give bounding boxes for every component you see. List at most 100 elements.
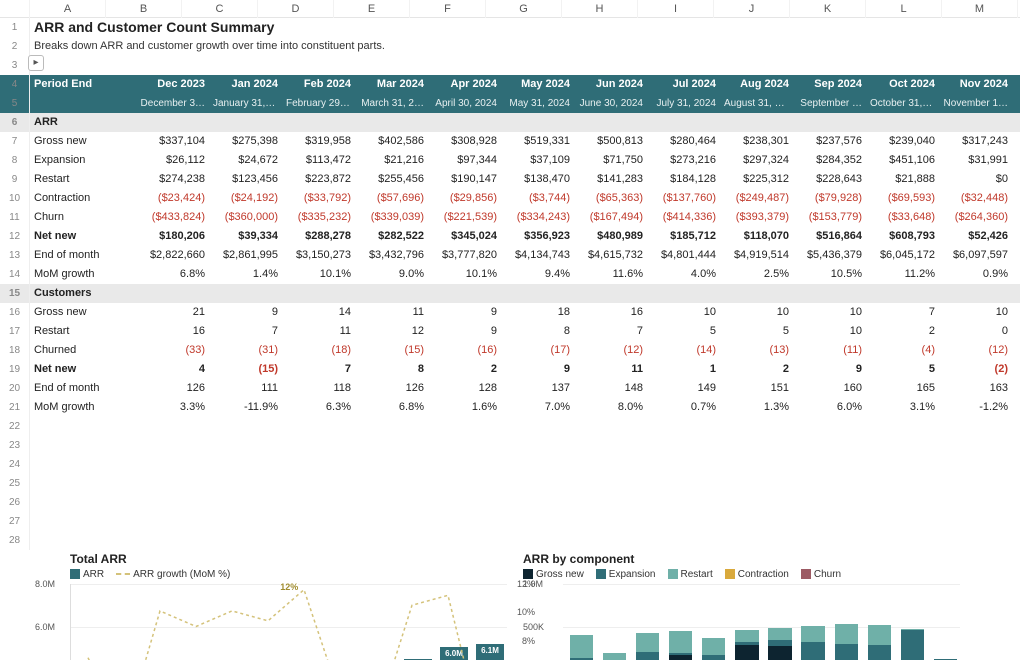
data-cell[interactable]: $52,426: [939, 227, 1012, 246]
data-cell[interactable]: 1.4%: [209, 265, 282, 284]
data-cell[interactable]: ($433,824): [136, 208, 209, 227]
data-cell[interactable]: $282,522: [355, 227, 428, 246]
data-cell[interactable]: 6.8%: [136, 265, 209, 284]
data-cell[interactable]: 10: [939, 303, 1012, 322]
data-cell[interactable]: (16): [428, 341, 501, 360]
data-cell[interactable]: (4): [866, 341, 939, 360]
data-cell[interactable]: 1: [647, 360, 720, 379]
data-cell[interactable]: 111: [209, 379, 282, 398]
data-cell[interactable]: 10: [720, 303, 793, 322]
data-cell[interactable]: ($33,648): [866, 208, 939, 227]
data-cell[interactable]: $26,112: [136, 151, 209, 170]
data-cell[interactable]: $317,243: [939, 132, 1012, 151]
data-cell[interactable]: $118,070: [720, 227, 793, 246]
data-cell[interactable]: 10: [647, 303, 720, 322]
data-cell[interactable]: 7: [574, 322, 647, 341]
data-cell[interactable]: $275,398: [209, 132, 282, 151]
data-cell[interactable]: ($23,424): [136, 189, 209, 208]
data-cell[interactable]: 11: [355, 303, 428, 322]
data-cell[interactable]: $3,150,273: [282, 246, 355, 265]
data-cell[interactable]: (14): [647, 341, 720, 360]
hdr-month[interactable]: Mar 2024: [355, 75, 428, 94]
hdr-month[interactable]: Jan 2024: [209, 75, 282, 94]
data-cell[interactable]: $0: [939, 170, 1012, 189]
data-cell[interactable]: 5: [647, 322, 720, 341]
data-cell[interactable]: 0.7%: [647, 398, 720, 417]
data-cell[interactable]: $451,106: [866, 151, 939, 170]
data-cell[interactable]: 10.1%: [428, 265, 501, 284]
chart-arr-component[interactable]: ARR by component Gross newExpansionResta…: [523, 552, 960, 660]
data-cell[interactable]: $297,324: [720, 151, 793, 170]
data-cell[interactable]: 128: [428, 379, 501, 398]
data-cell[interactable]: 6.3%: [282, 398, 355, 417]
data-cell[interactable]: $223,872: [282, 170, 355, 189]
data-cell[interactable]: ($32,448): [939, 189, 1012, 208]
data-cell[interactable]: $2,822,660: [136, 246, 209, 265]
data-cell[interactable]: 165: [866, 379, 939, 398]
data-cell[interactable]: $516,864: [793, 227, 866, 246]
data-cell[interactable]: 12: [355, 322, 428, 341]
data-cell[interactable]: ($264,360): [939, 208, 1012, 227]
data-cell[interactable]: $97,344: [428, 151, 501, 170]
data-cell[interactable]: ($137,760): [647, 189, 720, 208]
data-cell[interactable]: $2,861,995: [209, 246, 282, 265]
data-cell[interactable]: ($65,363): [574, 189, 647, 208]
data-cell[interactable]: $255,456: [355, 170, 428, 189]
data-cell[interactable]: 11: [282, 322, 355, 341]
data-cell[interactable]: 9: [428, 303, 501, 322]
data-cell[interactable]: $180,206: [136, 227, 209, 246]
data-cell[interactable]: 16: [136, 322, 209, 341]
data-cell[interactable]: (12): [939, 341, 1012, 360]
hdr-month[interactable]: Aug 2024: [720, 75, 793, 94]
data-cell[interactable]: $402,586: [355, 132, 428, 151]
hdr-month[interactable]: Oct 2024: [866, 75, 939, 94]
data-cell[interactable]: ($249,487): [720, 189, 793, 208]
data-cell[interactable]: $123,456: [209, 170, 282, 189]
data-cell[interactable]: 2.5%: [720, 265, 793, 284]
data-cell[interactable]: 10: [793, 322, 866, 341]
data-cell[interactable]: 7: [866, 303, 939, 322]
hdr-month[interactable]: Nov 2024: [939, 75, 1012, 94]
outline-expand-button[interactable]: ▸: [28, 55, 44, 71]
data-cell[interactable]: 9.4%: [501, 265, 574, 284]
data-cell[interactable]: 9.0%: [355, 265, 428, 284]
data-cell[interactable]: $5,436,379: [793, 246, 866, 265]
data-cell[interactable]: -1.2%: [939, 398, 1012, 417]
hdr-month[interactable]: Feb 2024: [282, 75, 355, 94]
data-cell[interactable]: 7.0%: [501, 398, 574, 417]
data-cell[interactable]: (18): [282, 341, 355, 360]
data-cell[interactable]: (11): [793, 341, 866, 360]
data-cell[interactable]: (31): [209, 341, 282, 360]
data-cell[interactable]: (13): [720, 341, 793, 360]
data-cell[interactable]: $280,464: [647, 132, 720, 151]
data-cell[interactable]: 8.0%: [574, 398, 647, 417]
data-cell[interactable]: 10: [793, 303, 866, 322]
data-cell[interactable]: 6.8%: [355, 398, 428, 417]
data-cell[interactable]: $238,301: [720, 132, 793, 151]
data-cell[interactable]: ($57,696): [355, 189, 428, 208]
data-cell[interactable]: 11: [574, 360, 647, 379]
data-cell[interactable]: ($3,744): [501, 189, 574, 208]
data-cell[interactable]: (17): [501, 341, 574, 360]
data-cell[interactable]: 137: [501, 379, 574, 398]
data-cell[interactable]: 149: [647, 379, 720, 398]
data-cell[interactable]: 4: [136, 360, 209, 379]
data-cell[interactable]: $319,958: [282, 132, 355, 151]
data-cell[interactable]: 148: [574, 379, 647, 398]
data-cell[interactable]: $141,283: [574, 170, 647, 189]
data-cell[interactable]: ($335,232): [282, 208, 355, 227]
data-cell[interactable]: 10.5%: [793, 265, 866, 284]
data-cell[interactable]: ($33,792): [282, 189, 355, 208]
data-cell[interactable]: $4,919,514: [720, 246, 793, 265]
hdr-month[interactable]: May 2024: [501, 75, 574, 94]
data-cell[interactable]: $519,331: [501, 132, 574, 151]
data-cell[interactable]: 21: [136, 303, 209, 322]
data-cell[interactable]: 1.3%: [720, 398, 793, 417]
data-cell[interactable]: $608,793: [866, 227, 939, 246]
data-cell[interactable]: 9: [501, 360, 574, 379]
data-cell[interactable]: 3.3%: [136, 398, 209, 417]
data-cell[interactable]: 7: [282, 360, 355, 379]
hdr-month[interactable]: Apr 2024: [428, 75, 501, 94]
data-cell[interactable]: $4,615,732: [574, 246, 647, 265]
data-cell[interactable]: (15): [355, 341, 428, 360]
